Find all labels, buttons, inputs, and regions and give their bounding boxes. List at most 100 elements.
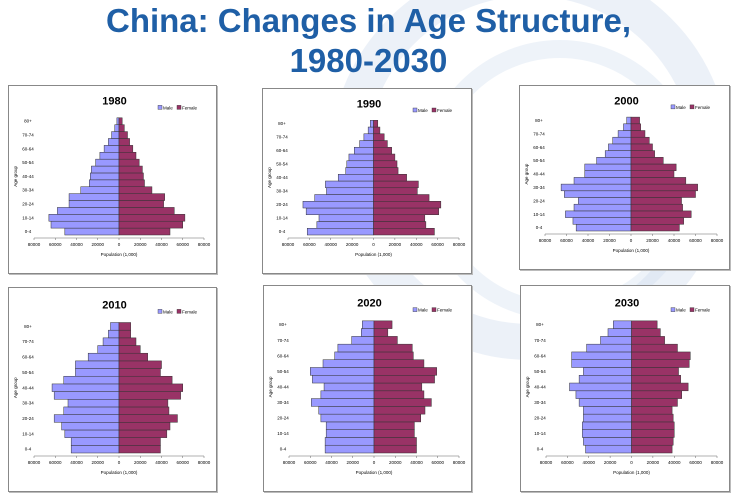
bar-male-55-59 xyxy=(348,153,374,162)
x-tick-label: 80000 xyxy=(539,238,552,243)
bar-female-5-9 xyxy=(373,437,417,446)
y-tick-label: 0-4 xyxy=(280,447,287,452)
bar-male-40-44 xyxy=(584,170,632,178)
y-tick-label: 40-44 xyxy=(533,172,545,177)
x-tick-label: 40000 xyxy=(668,460,681,465)
x-tick-label: 40000 xyxy=(668,238,681,243)
x-tick-label: 60000 xyxy=(689,238,702,243)
chart-title: 2030 xyxy=(615,298,639,310)
x-tick-label: 60000 xyxy=(431,242,444,247)
bar-female-25-29 xyxy=(118,193,165,201)
bar-male-65-69 xyxy=(337,343,375,353)
pyramid-svg: 2020 Male Female 0-4 10-14 20-24 30-34 40-44 50-… xyxy=(268,298,466,476)
bar-female-35-39 xyxy=(373,390,425,399)
bar-female-75-79 xyxy=(631,328,661,337)
x-tick-label: 40000 xyxy=(155,460,168,465)
slide-subtitle-years: 1980-2030 xyxy=(289,42,448,79)
y-tick-label: 80+ xyxy=(24,119,32,124)
bar-male-35-39 xyxy=(53,391,120,400)
x-tick-label: 20000 xyxy=(134,460,147,465)
bar-male-55-59 xyxy=(322,359,375,368)
x-tick-label: 80000 xyxy=(711,460,724,465)
bar-female-55-59 xyxy=(373,359,425,368)
y-tick-label: 0-4 xyxy=(536,225,543,230)
bar-male-20-24 xyxy=(578,197,632,205)
y-tick-label: 80+ xyxy=(24,324,32,329)
bar-female-60-64 xyxy=(630,143,653,151)
bar-female-30-34 xyxy=(631,398,678,407)
bar-female-30-34 xyxy=(118,186,153,194)
bar-female-0-4 xyxy=(118,445,161,454)
bar-female-45-49 xyxy=(118,165,143,174)
bar-female-20-24 xyxy=(373,413,421,423)
y-tick-label: 0-4 xyxy=(537,447,544,452)
bar-female-70-74 xyxy=(118,337,137,346)
bar-female-45-49 xyxy=(118,375,173,385)
bar-female-50-54 xyxy=(631,367,679,376)
legend-swatch-male xyxy=(670,104,676,110)
bar-female-45-49 xyxy=(373,167,399,175)
bar-female-25-29 xyxy=(373,194,430,202)
legend-label-female: Female xyxy=(695,105,711,110)
x-tick-label: 20000 xyxy=(346,242,359,247)
bar-female-15-19 xyxy=(118,207,175,215)
bar-female-55-59 xyxy=(118,360,162,369)
x-tick-label: 80000 xyxy=(198,460,211,465)
legend-swatch-female xyxy=(176,105,182,110)
y-tick-label: 70-74 xyxy=(533,131,545,136)
legend-swatch-female xyxy=(689,104,695,110)
bar-male-70-74 xyxy=(102,337,120,346)
pyramid-svg: 2010 Male Female 0-4 10-14 20-24 30-34 40-44 50-… xyxy=(13,299,211,475)
bar-female-20-24 xyxy=(630,197,682,205)
y-tick-label: 50-54 xyxy=(533,158,545,163)
bar-male-70-74 xyxy=(600,336,632,345)
bar-male-35-39 xyxy=(575,390,632,399)
bar-male-10-14 xyxy=(48,214,120,222)
bar-male-70-74 xyxy=(111,131,120,139)
bar-female-80+ xyxy=(118,117,123,125)
bar-male-45-49 xyxy=(91,165,120,174)
y-axis-label: Age group xyxy=(267,167,272,188)
bar-female-25-29 xyxy=(631,406,673,415)
x-tick-label: 40000 xyxy=(410,460,423,465)
bar-male-55-59 xyxy=(99,152,120,160)
y-tick-label: 60-64 xyxy=(276,148,288,153)
bar-female-0-4 xyxy=(373,228,435,236)
y-tick-label: 70-74 xyxy=(277,338,289,343)
y-tick-label: 20-24 xyxy=(22,416,34,421)
x-tick-label: 60000 xyxy=(560,238,573,243)
bar-female-55-59 xyxy=(630,150,655,158)
bar-male-75-79 xyxy=(623,123,632,131)
chart-title: 2000 xyxy=(614,95,638,107)
x-tick-label: 40000 xyxy=(155,242,168,247)
chart-title: 1990 xyxy=(357,98,381,110)
bar-male-80+ xyxy=(110,322,120,331)
x-tick-label: 40000 xyxy=(70,460,83,465)
bar-female-0-4 xyxy=(118,227,171,236)
bar-female-10-14 xyxy=(373,429,415,438)
legend-label-male: Male xyxy=(163,309,173,314)
y-axis-label: Age group xyxy=(268,376,273,397)
bar-female-80+ xyxy=(630,116,640,125)
bar-female-10-14 xyxy=(118,429,168,438)
bar-male-30-34 xyxy=(578,398,632,407)
bar-male-0-4 xyxy=(306,228,374,236)
x-tick-label: 80000 xyxy=(283,460,296,465)
bar-male-0-4 xyxy=(64,227,120,236)
bar-female-75-79 xyxy=(118,124,125,132)
bar-male-20-24 xyxy=(320,413,375,423)
bar-male-80+ xyxy=(362,320,375,329)
bar-male-30-34 xyxy=(311,398,375,407)
legend-label-male: Male xyxy=(418,308,428,313)
bar-female-75-79 xyxy=(630,123,641,131)
bar-female-10-14 xyxy=(118,214,186,222)
bar-female-65-69 xyxy=(118,138,130,146)
x-tick-label: 0 xyxy=(373,460,376,465)
legend-label-female: Female xyxy=(437,108,453,113)
bar-female-30-34 xyxy=(118,399,169,408)
bar-female-80+ xyxy=(118,322,131,331)
x-tick-label: 80000 xyxy=(540,460,553,465)
bar-male-45-49 xyxy=(312,375,375,384)
bar-male-10-14 xyxy=(325,429,375,438)
y-axis-label: Age group xyxy=(13,166,18,187)
